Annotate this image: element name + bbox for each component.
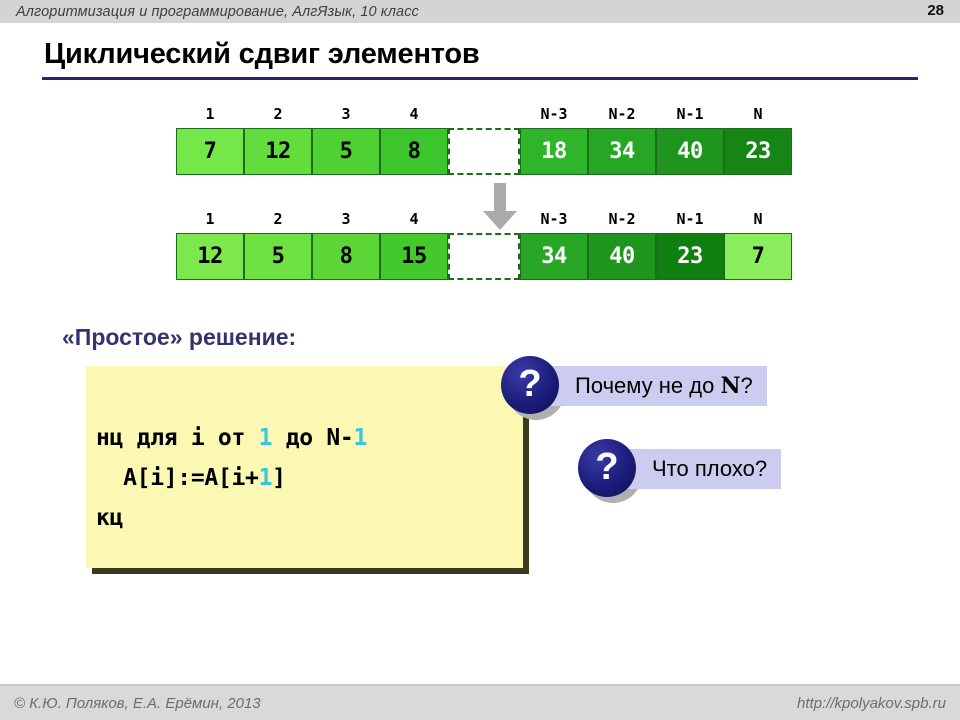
- question-mark-glyph: ?: [518, 362, 542, 405]
- array-cell: 15: [380, 233, 448, 280]
- code-line-1-number-1: 1: [258, 425, 273, 451]
- index-label: 4: [409, 105, 419, 123]
- index-label: 3: [341, 210, 351, 228]
- array-ellipsis-gap: [448, 128, 520, 175]
- course-title: Алгоритмизация и программирование, АлгЯз…: [16, 3, 419, 20]
- array-cell: 23: [724, 128, 792, 175]
- course-header-bar-right: [866, 0, 960, 23]
- code-listing: нц для i от 1 до N-1 A[i]:=A[i+1] кц: [96, 418, 367, 538]
- array-index-labels-after: 1 2 3 4 N-3 N-2 N-1 N: [176, 201, 792, 227]
- callout-text: Почему не до N?: [527, 373, 767, 399]
- index-label: N-2: [608, 105, 636, 123]
- footer-copyright: © К.Ю. Поляков, Е.А. Ерёмин, 2013: [14, 694, 261, 712]
- array-cell: 40: [588, 233, 656, 280]
- code-line-2-part-a: A[i]:=A[i+: [96, 465, 259, 491]
- array-diagram-after: 1 2 3 4 N-3 N-2 N-1 N 12 5 8 15 34 40 23…: [176, 201, 792, 280]
- page-number: 28: [927, 2, 944, 19]
- array-cell: 40: [656, 128, 724, 175]
- array-cell: 23: [656, 233, 724, 280]
- code-line-2-part-b: ]: [272, 465, 286, 491]
- index-label: 1: [205, 105, 215, 123]
- index-label: N: [753, 210, 763, 228]
- array-diagram-before: 1 2 3 4 N-3 N-2 N-1 N 7 12 5 8 18 34 40 …: [176, 96, 792, 175]
- question-mark-glyph: ?: [595, 445, 619, 488]
- code-block: [86, 366, 523, 568]
- index-label: N-3: [540, 105, 568, 123]
- footer-divider: [0, 684, 960, 686]
- array-cell: 34: [520, 233, 588, 280]
- array-ellipsis-gap: [448, 233, 520, 280]
- array-cell: 7: [176, 128, 244, 175]
- index-label: N-2: [608, 210, 636, 228]
- array-cell: 5: [312, 128, 380, 175]
- index-label: 1: [205, 210, 215, 228]
- array-cell: 12: [244, 128, 312, 175]
- callout-text-after: ?: [740, 373, 753, 398]
- array-cell: 12: [176, 233, 244, 280]
- code-line-1-part-b: до N-: [272, 425, 354, 451]
- index-label: 4: [409, 210, 419, 228]
- code-line-1-part-a: нц для i от: [96, 425, 259, 451]
- array-cell: 18: [520, 128, 588, 175]
- callout-text-bold: N: [720, 373, 741, 399]
- index-label: N-1: [676, 105, 704, 123]
- callout-text-before: Что плохо?: [652, 456, 768, 481]
- question-mark-icon: ?: [501, 356, 559, 414]
- array-cell: 5: [244, 233, 312, 280]
- array-cells-after: 12 5 8 15 34 40 23 7: [176, 233, 792, 280]
- solution-label: «Простое» решение:: [62, 324, 297, 350]
- array-cell: 8: [380, 128, 448, 175]
- index-label: 3: [341, 105, 351, 123]
- array-index-labels-before: 1 2 3 4 N-3 N-2 N-1 N: [176, 96, 792, 122]
- callout-text-before: Почему не до: [575, 373, 721, 398]
- array-cell: 8: [312, 233, 380, 280]
- page-title: Циклический сдвиг элементов: [44, 38, 480, 70]
- index-label: N: [753, 105, 763, 123]
- title-divider: [42, 77, 918, 80]
- down-arrow-icon: [481, 183, 519, 231]
- array-cells-before: 7 12 5 8 18 34 40 23: [176, 128, 792, 175]
- code-line-2-number: 1: [258, 465, 273, 491]
- footer-url[interactable]: http://kpolyakov.spb.ru: [797, 694, 946, 712]
- index-label: N-1: [676, 210, 704, 228]
- index-label: 2: [273, 105, 283, 123]
- index-label: N-3: [540, 210, 568, 228]
- array-cell-wrapped: 7: [724, 233, 792, 280]
- code-line-1-number-2: 1: [353, 425, 367, 451]
- code-line-3: кц: [96, 505, 124, 531]
- course-header-bar: Алгоритмизация и программирование, АлгЯз…: [0, 0, 866, 23]
- index-label: 2: [273, 210, 283, 228]
- array-cell: 34: [588, 128, 656, 175]
- callout-text: Что плохо?: [604, 456, 781, 482]
- footer-bar: © К.Ю. Поляков, Е.А. Ерёмин, 2013 http:/…: [0, 686, 960, 720]
- question-mark-icon: ?: [578, 439, 636, 497]
- callout-box: Почему не до N?: [527, 366, 767, 406]
